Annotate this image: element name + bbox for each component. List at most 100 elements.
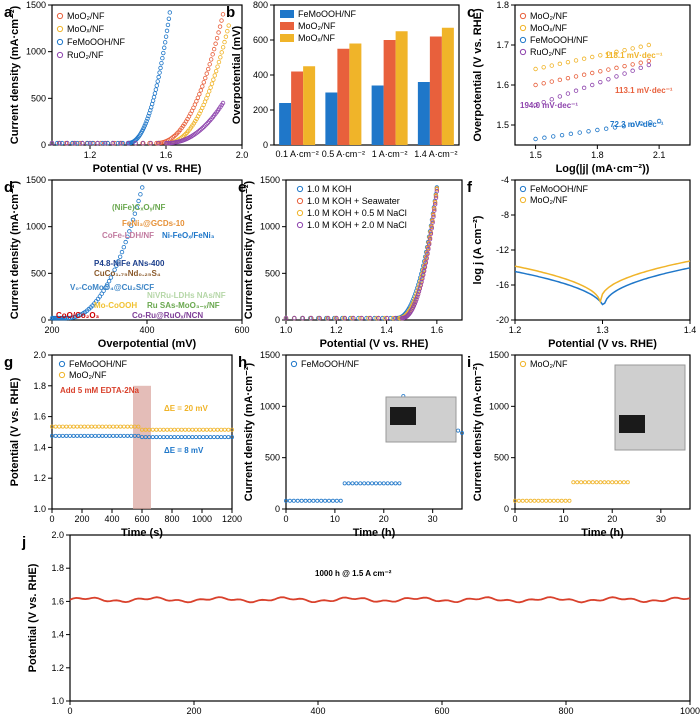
- series-point: [127, 229, 132, 234]
- series-point: [115, 140, 121, 146]
- y-tick-label: -4: [501, 175, 509, 185]
- series-point: [520, 498, 525, 503]
- legend-marker: [519, 12, 527, 20]
- x-tick-label: 0: [512, 514, 517, 524]
- y-axis-label: Potential (V vs. RHE): [9, 377, 21, 486]
- series-point: [162, 45, 167, 50]
- series-point: [54, 140, 60, 146]
- x-tick-label: 1.2: [330, 325, 343, 335]
- series-point: [432, 199, 438, 205]
- series-point: [621, 480, 626, 485]
- series-point: [204, 96, 209, 101]
- series-point: [565, 75, 571, 81]
- series-point: [101, 288, 106, 294]
- x-tick-label: 200: [44, 325, 59, 335]
- series-point: [64, 433, 69, 438]
- y-axis-label: Overpotential (mV): [231, 25, 243, 124]
- y-tick-label: 1500: [489, 350, 509, 360]
- series-point: [114, 424, 119, 429]
- y-tick-label: 1.2: [33, 473, 46, 483]
- series-point: [93, 433, 98, 438]
- y-tick-label: -20: [496, 315, 509, 325]
- series-point: [57, 140, 62, 146]
- series-point: [648, 120, 653, 125]
- series-point: [598, 79, 603, 85]
- series-point: [317, 315, 322, 321]
- series-point: [359, 315, 364, 321]
- series-point: [366, 315, 371, 321]
- bar: [417, 82, 430, 145]
- series-point: [397, 481, 402, 486]
- y-tick-label: 1.0: [33, 504, 46, 514]
- series-point: [86, 424, 91, 429]
- series-point: [513, 498, 518, 503]
- legend-entry: MoO₂/NF: [298, 21, 336, 31]
- series-point: [147, 111, 152, 116]
- y-tick-label: -8: [501, 210, 509, 220]
- series-point: [121, 244, 127, 250]
- series-point: [204, 427, 209, 432]
- series-point: [630, 68, 635, 73]
- y-tick-label: 0: [263, 140, 268, 150]
- x-tick-label: 1.6: [160, 150, 173, 160]
- series-point: [595, 127, 600, 133]
- series-point: [125, 433, 130, 438]
- series-point: [168, 427, 173, 432]
- legend-marker: [296, 209, 304, 217]
- series-point: [103, 285, 108, 290]
- y-tick-label: 1.0: [51, 696, 64, 706]
- panel-label: f: [467, 179, 473, 196]
- series-point: [157, 435, 162, 440]
- series-point: [357, 315, 363, 321]
- series-point: [167, 10, 172, 15]
- series-point: [598, 480, 603, 485]
- series-point: [222, 435, 227, 440]
- series-point: [142, 123, 147, 128]
- series-point: [200, 84, 205, 89]
- series-point: [606, 480, 611, 485]
- x-tick-label: 1.4: [380, 325, 393, 335]
- series-point: [129, 424, 134, 429]
- series-point: [157, 427, 162, 432]
- x-axis-label: Time (h): [353, 527, 396, 539]
- series-point: [532, 498, 537, 503]
- series-point: [194, 99, 199, 104]
- y-tick-label: 0: [275, 315, 280, 325]
- series-point: [154, 427, 159, 432]
- series-point: [283, 315, 289, 321]
- series-point: [319, 498, 324, 503]
- series-point: [77, 140, 83, 146]
- series-point: [100, 433, 105, 438]
- series-point: [152, 91, 158, 96]
- x-axis-label: Potential (V vs. RHE): [93, 163, 202, 175]
- series-point: [118, 433, 123, 438]
- y-tick-label: 2.0: [51, 530, 64, 540]
- series-point: [112, 140, 117, 146]
- series-point: [183, 427, 188, 432]
- x-axis-label: Potential (V vs. RHE): [320, 338, 429, 350]
- series-point: [338, 498, 343, 503]
- series-point: [614, 49, 619, 55]
- series-point: [85, 140, 90, 146]
- slope-annotation: 118.1 mV·dec⁻¹: [605, 51, 663, 60]
- panel-label: b: [226, 4, 235, 21]
- series-point: [410, 299, 415, 304]
- x-tick-label: 0: [49, 514, 54, 524]
- series-point: [114, 263, 119, 268]
- bar: [441, 27, 454, 145]
- legend-marker: [519, 36, 527, 44]
- y-tick-label: 0: [275, 504, 280, 514]
- legend-entry: RuO₂/NF: [67, 50, 104, 60]
- y-tick-label: -12: [496, 245, 509, 255]
- series-point: [136, 433, 141, 438]
- series-point: [586, 480, 591, 485]
- y-tick-label: 0: [504, 504, 509, 514]
- series-point: [555, 498, 560, 503]
- x-axis-label: Log(|j| (mA·cm⁻²)): [556, 163, 650, 175]
- panel-label: i: [467, 354, 471, 371]
- series-point: [376, 315, 381, 321]
- series-point: [89, 433, 94, 438]
- x-tick-label: 400: [104, 514, 119, 524]
- y-tick-label: 500: [265, 268, 280, 278]
- bar: [349, 43, 362, 145]
